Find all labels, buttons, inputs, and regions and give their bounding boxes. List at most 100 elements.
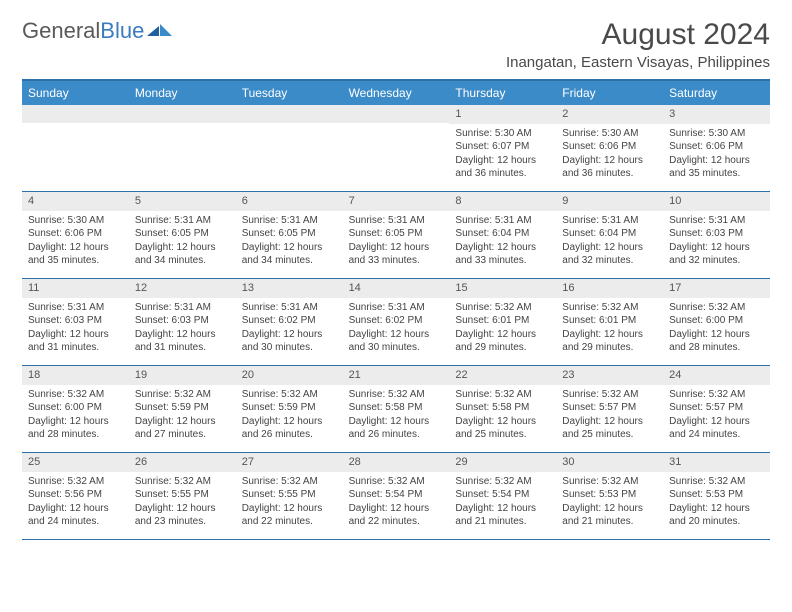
- day-number: 14: [343, 279, 450, 298]
- cell-body: Sunrise: 5:31 AMSunset: 6:05 PMDaylight:…: [129, 211, 236, 272]
- day-number: 20: [236, 366, 343, 385]
- calendar-cell: 4Sunrise: 5:30 AMSunset: 6:06 PMDaylight…: [22, 192, 129, 278]
- cell-body: Sunrise: 5:30 AMSunset: 6:06 PMDaylight:…: [556, 124, 663, 185]
- day-number: 7: [343, 192, 450, 211]
- day-number: [22, 105, 129, 123]
- calendar-cell: 26Sunrise: 5:32 AMSunset: 5:55 PMDayligh…: [129, 453, 236, 539]
- day-number: 8: [449, 192, 556, 211]
- calendar-cell: 8Sunrise: 5:31 AMSunset: 6:04 PMDaylight…: [449, 192, 556, 278]
- calendar-cell: 12Sunrise: 5:31 AMSunset: 6:03 PMDayligh…: [129, 279, 236, 365]
- sunset-text: Sunset: 5:57 PM: [669, 401, 764, 415]
- cell-body: Sunrise: 5:31 AMSunset: 6:02 PMDaylight:…: [236, 298, 343, 359]
- daylight-text: Daylight: 12 hours and 22 minutes.: [349, 502, 444, 529]
- day-number: 15: [449, 279, 556, 298]
- cell-body: Sunrise: 5:30 AMSunset: 6:07 PMDaylight:…: [449, 124, 556, 185]
- sunset-text: Sunset: 5:59 PM: [135, 401, 230, 415]
- logo-mark-icon: [147, 18, 173, 44]
- cell-body: Sunrise: 5:32 AMSunset: 5:57 PMDaylight:…: [556, 385, 663, 446]
- sunset-text: Sunset: 6:00 PM: [28, 401, 123, 415]
- calendar-week: 18Sunrise: 5:32 AMSunset: 6:00 PMDayligh…: [22, 366, 770, 453]
- sunset-text: Sunset: 6:00 PM: [669, 314, 764, 328]
- day-number: 31: [663, 453, 770, 472]
- daylight-text: Daylight: 12 hours and 31 minutes.: [28, 328, 123, 355]
- day-number: 1: [449, 105, 556, 124]
- cell-body: Sunrise: 5:32 AMSunset: 6:00 PMDaylight:…: [663, 298, 770, 359]
- day-number: [236, 105, 343, 123]
- daylight-text: Daylight: 12 hours and 36 minutes.: [455, 154, 550, 181]
- sunrise-text: Sunrise: 5:32 AM: [242, 475, 337, 489]
- sunrise-text: Sunrise: 5:31 AM: [135, 301, 230, 315]
- weekday-header: Monday: [129, 81, 236, 105]
- sunrise-text: Sunrise: 5:30 AM: [28, 214, 123, 228]
- calendar-cell: 29Sunrise: 5:32 AMSunset: 5:54 PMDayligh…: [449, 453, 556, 539]
- calendar-cell: 28Sunrise: 5:32 AMSunset: 5:54 PMDayligh…: [343, 453, 450, 539]
- cell-body: Sunrise: 5:32 AMSunset: 5:54 PMDaylight:…: [449, 472, 556, 533]
- calendar-cell: 13Sunrise: 5:31 AMSunset: 6:02 PMDayligh…: [236, 279, 343, 365]
- sunrise-text: Sunrise: 5:32 AM: [455, 388, 550, 402]
- day-number: 28: [343, 453, 450, 472]
- calendar-week: 11Sunrise: 5:31 AMSunset: 6:03 PMDayligh…: [22, 279, 770, 366]
- day-number: 29: [449, 453, 556, 472]
- daylight-text: Daylight: 12 hours and 30 minutes.: [349, 328, 444, 355]
- sunrise-text: Sunrise: 5:30 AM: [455, 127, 550, 141]
- calendar-cell: 19Sunrise: 5:32 AMSunset: 5:59 PMDayligh…: [129, 366, 236, 452]
- daylight-text: Daylight: 12 hours and 34 minutes.: [135, 241, 230, 268]
- daylight-text: Daylight: 12 hours and 28 minutes.: [669, 328, 764, 355]
- calendar-cell: 15Sunrise: 5:32 AMSunset: 6:01 PMDayligh…: [449, 279, 556, 365]
- calendar-cell: 21Sunrise: 5:32 AMSunset: 5:58 PMDayligh…: [343, 366, 450, 452]
- sunset-text: Sunset: 6:02 PM: [349, 314, 444, 328]
- daylight-text: Daylight: 12 hours and 26 minutes.: [349, 415, 444, 442]
- calendar: SundayMondayTuesdayWednesdayThursdayFrid…: [22, 79, 770, 540]
- cell-body: Sunrise: 5:31 AMSunset: 6:04 PMDaylight:…: [556, 211, 663, 272]
- sunrise-text: Sunrise: 5:32 AM: [242, 388, 337, 402]
- calendar-cell: 6Sunrise: 5:31 AMSunset: 6:05 PMDaylight…: [236, 192, 343, 278]
- cell-body: Sunrise: 5:31 AMSunset: 6:03 PMDaylight:…: [22, 298, 129, 359]
- cell-body: Sunrise: 5:32 AMSunset: 5:55 PMDaylight:…: [236, 472, 343, 533]
- sunset-text: Sunset: 6:05 PM: [242, 227, 337, 241]
- cell-body: Sunrise: 5:31 AMSunset: 6:05 PMDaylight:…: [343, 211, 450, 272]
- cell-body: Sunrise: 5:32 AMSunset: 5:56 PMDaylight:…: [22, 472, 129, 533]
- sunset-text: Sunset: 5:55 PM: [135, 488, 230, 502]
- sunrise-text: Sunrise: 5:31 AM: [135, 214, 230, 228]
- daylight-text: Daylight: 12 hours and 26 minutes.: [242, 415, 337, 442]
- sunset-text: Sunset: 5:55 PM: [242, 488, 337, 502]
- sunrise-text: Sunrise: 5:32 AM: [669, 475, 764, 489]
- day-number: 11: [22, 279, 129, 298]
- daylight-text: Daylight: 12 hours and 36 minutes.: [562, 154, 657, 181]
- sunrise-text: Sunrise: 5:32 AM: [562, 388, 657, 402]
- calendar-cell: 17Sunrise: 5:32 AMSunset: 6:00 PMDayligh…: [663, 279, 770, 365]
- daylight-text: Daylight: 12 hours and 31 minutes.: [135, 328, 230, 355]
- sunrise-text: Sunrise: 5:32 AM: [135, 388, 230, 402]
- calendar-cell: 14Sunrise: 5:31 AMSunset: 6:02 PMDayligh…: [343, 279, 450, 365]
- daylight-text: Daylight: 12 hours and 20 minutes.: [669, 502, 764, 529]
- calendar-cell: 20Sunrise: 5:32 AMSunset: 5:59 PMDayligh…: [236, 366, 343, 452]
- day-number: [343, 105, 450, 123]
- calendar-cell: 11Sunrise: 5:31 AMSunset: 6:03 PMDayligh…: [22, 279, 129, 365]
- sunset-text: Sunset: 5:58 PM: [349, 401, 444, 415]
- calendar-cell: 31Sunrise: 5:32 AMSunset: 5:53 PMDayligh…: [663, 453, 770, 539]
- cell-body: Sunrise: 5:31 AMSunset: 6:04 PMDaylight:…: [449, 211, 556, 272]
- day-number: 17: [663, 279, 770, 298]
- sunset-text: Sunset: 6:07 PM: [455, 140, 550, 154]
- sunrise-text: Sunrise: 5:32 AM: [135, 475, 230, 489]
- daylight-text: Daylight: 12 hours and 22 minutes.: [242, 502, 337, 529]
- calendar-cell: 30Sunrise: 5:32 AMSunset: 5:53 PMDayligh…: [556, 453, 663, 539]
- logo-word2: Blue: [100, 18, 144, 44]
- day-number: 4: [22, 192, 129, 211]
- daylight-text: Daylight: 12 hours and 21 minutes.: [455, 502, 550, 529]
- cell-body: Sunrise: 5:32 AMSunset: 5:53 PMDaylight:…: [556, 472, 663, 533]
- cell-body: Sunrise: 5:31 AMSunset: 6:03 PMDaylight:…: [129, 298, 236, 359]
- cell-body: Sunrise: 5:31 AMSunset: 6:03 PMDaylight:…: [663, 211, 770, 272]
- sunrise-text: Sunrise: 5:31 AM: [349, 214, 444, 228]
- sunset-text: Sunset: 6:05 PM: [135, 227, 230, 241]
- weekday-header: Wednesday: [343, 81, 450, 105]
- weekday-header: Sunday: [22, 81, 129, 105]
- day-number: 5: [129, 192, 236, 211]
- sunset-text: Sunset: 6:04 PM: [455, 227, 550, 241]
- daylight-text: Daylight: 12 hours and 35 minutes.: [669, 154, 764, 181]
- daylight-text: Daylight: 12 hours and 24 minutes.: [28, 502, 123, 529]
- weekday-header: Friday: [556, 81, 663, 105]
- cell-body: Sunrise: 5:32 AMSunset: 5:54 PMDaylight:…: [343, 472, 450, 533]
- cell-body: Sunrise: 5:30 AMSunset: 6:06 PMDaylight:…: [663, 124, 770, 185]
- cell-body: Sunrise: 5:32 AMSunset: 5:58 PMDaylight:…: [343, 385, 450, 446]
